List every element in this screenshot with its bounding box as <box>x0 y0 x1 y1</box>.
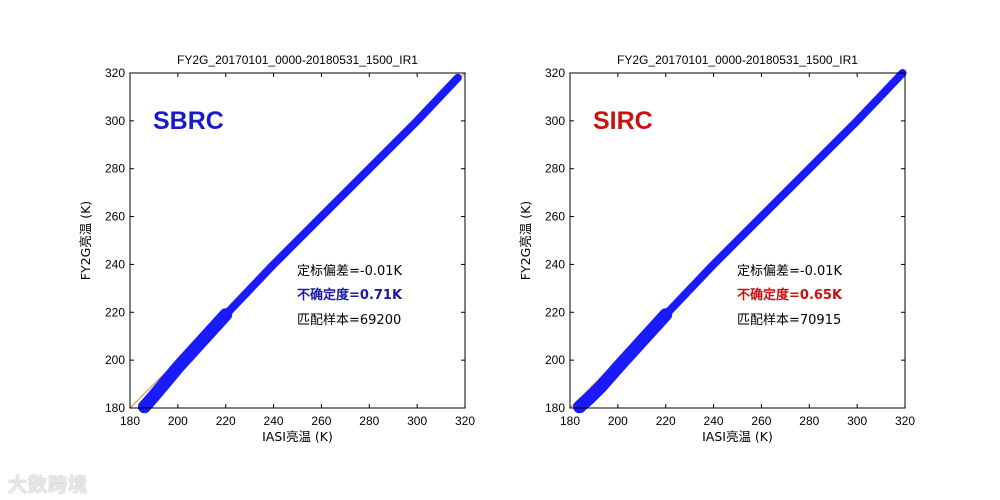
x-tick-label: 220 <box>656 414 676 428</box>
axes-frame <box>569 72 906 409</box>
y-tick-label: 260 <box>545 210 565 224</box>
y-tick-label: 300 <box>545 114 565 128</box>
scatter-point <box>150 392 158 400</box>
scatter-point <box>662 311 669 318</box>
x-tick-label: 180 <box>560 414 580 428</box>
scatter-point <box>576 403 583 411</box>
scatter-point <box>585 395 593 402</box>
watermark-logo: 大数跨境 <box>8 470 88 497</box>
stat-annotation: 不确定度=0.71K <box>297 287 403 303</box>
y-tick-label: 180 <box>545 401 565 415</box>
scatter-point <box>270 261 277 268</box>
scatter-point <box>198 337 205 345</box>
x-tick-label: 200 <box>168 414 188 428</box>
method-label: SIRC <box>593 107 653 135</box>
scatter-point <box>413 117 421 125</box>
stat-annotation: 匹配样本=69200 <box>297 313 401 328</box>
y-tick-label: 300 <box>105 114 125 128</box>
scatter-point <box>806 165 813 172</box>
x-tick-label: 280 <box>359 414 379 428</box>
axes-frame <box>129 72 466 409</box>
x-axis-label: IASI亮温 (K) <box>702 429 773 444</box>
stat-annotation: 匹配样本=70915 <box>737 313 841 328</box>
stat-annotation: 不确定度=0.65K <box>737 287 843 303</box>
y-axis-label: FY2G亮温 (K) <box>518 201 533 280</box>
scatter-point <box>454 74 462 81</box>
chart-title: FY2G_20170101_0000-20180531_1500_IR1 <box>617 53 858 67</box>
method-label: SBRC <box>153 107 224 135</box>
scatter-point <box>318 213 325 220</box>
y-tick-label: 280 <box>105 162 125 176</box>
scatter-point <box>174 364 182 371</box>
x-tick-label: 320 <box>895 414 915 428</box>
x-tick-label: 260 <box>751 414 771 428</box>
x-tick-label: 180 <box>120 414 140 428</box>
y-tick-label: 240 <box>545 257 565 271</box>
y-tick-label: 320 <box>105 66 125 80</box>
scatter-point <box>366 165 373 172</box>
x-tick-label: 260 <box>311 414 331 428</box>
x-tick-label: 300 <box>847 414 867 428</box>
scatter-point <box>853 117 861 125</box>
x-axis-label: IASI亮温 (K) <box>262 429 333 444</box>
x-tick-label: 320 <box>455 414 475 428</box>
scatter-point <box>222 311 229 318</box>
scatter-panel-2: 180 200 220 240 260 280 300 320 180 200 220 240 260 2… <box>518 53 915 444</box>
scatter-panel-1: 180 200 220 240 260 280 300 320 180 200 220 240 260 2… <box>78 53 475 444</box>
y-tick-label: 180 <box>105 401 125 415</box>
watermark-text: 大数跨境 <box>8 474 89 496</box>
stat-annotation: 定标偏差=-0.01K <box>737 264 843 279</box>
y-axis-label: FY2G亮温 (K) <box>78 201 93 280</box>
scatter-point <box>710 261 717 268</box>
y-tick-label: 240 <box>105 257 125 271</box>
scatter-point <box>638 337 645 345</box>
x-tick-label: 300 <box>407 414 427 428</box>
y-tick-label: 260 <box>105 210 125 224</box>
x-tick-label: 280 <box>799 414 819 428</box>
scatter-point <box>614 364 622 371</box>
y-tick-label: 220 <box>105 305 125 319</box>
y-tick-label: 320 <box>545 66 565 80</box>
scatter-point <box>141 403 148 411</box>
y-tick-label: 220 <box>545 305 565 319</box>
chart-title: FY2G_20170101_0000-20180531_1500_IR1 <box>177 53 418 67</box>
y-tick-label: 280 <box>545 162 565 176</box>
x-tick-label: 240 <box>264 414 284 428</box>
x-tick-label: 240 <box>704 414 724 428</box>
y-tick-label: 200 <box>545 353 565 367</box>
stat-annotation: 定标偏差=-0.01K <box>297 264 403 279</box>
y-tick-label: 200 <box>105 353 125 367</box>
scatter-point <box>597 383 605 390</box>
scatter-point <box>162 378 170 385</box>
scatter-point <box>758 213 765 220</box>
x-tick-label: 220 <box>216 414 236 428</box>
x-tick-label: 200 <box>608 414 628 428</box>
